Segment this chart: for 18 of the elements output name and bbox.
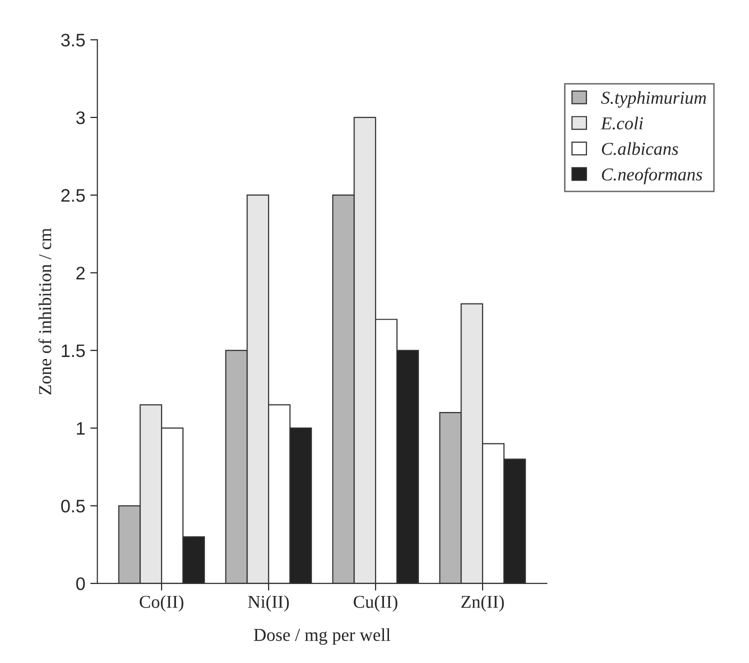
y-tick-label: 1.5 bbox=[62, 344, 85, 358]
y-tick-label: 0.5 bbox=[61, 500, 85, 512]
y-tick-label: 3.5 bbox=[61, 34, 85, 46]
legend-label: S.typhimurium bbox=[601, 91, 706, 108]
y-tick-label: 1 bbox=[76, 422, 85, 435]
x-tick-label: Co(II) bbox=[140, 595, 184, 612]
y-axis-title: Zone of inhibition / cm bbox=[38, 228, 52, 394]
x-axis-title: Dose / mg per well bbox=[254, 628, 390, 645]
legend-label: C.neoformans bbox=[602, 168, 702, 184]
y-tick-label: 3 bbox=[76, 111, 85, 124]
legend-label: E.coli bbox=[600, 116, 643, 130]
y-tick-label: 2 bbox=[76, 266, 85, 280]
x-tick-label: Cu(II) bbox=[354, 595, 398, 612]
y-tick-label: 2.5 bbox=[61, 189, 85, 202]
y-tick-label: 0 bbox=[76, 577, 85, 590]
x-tick-label: Zn(II) bbox=[461, 595, 504, 612]
x-tick-label: Ni(II) bbox=[248, 595, 289, 612]
legend-label: C.albicans bbox=[602, 142, 678, 156]
